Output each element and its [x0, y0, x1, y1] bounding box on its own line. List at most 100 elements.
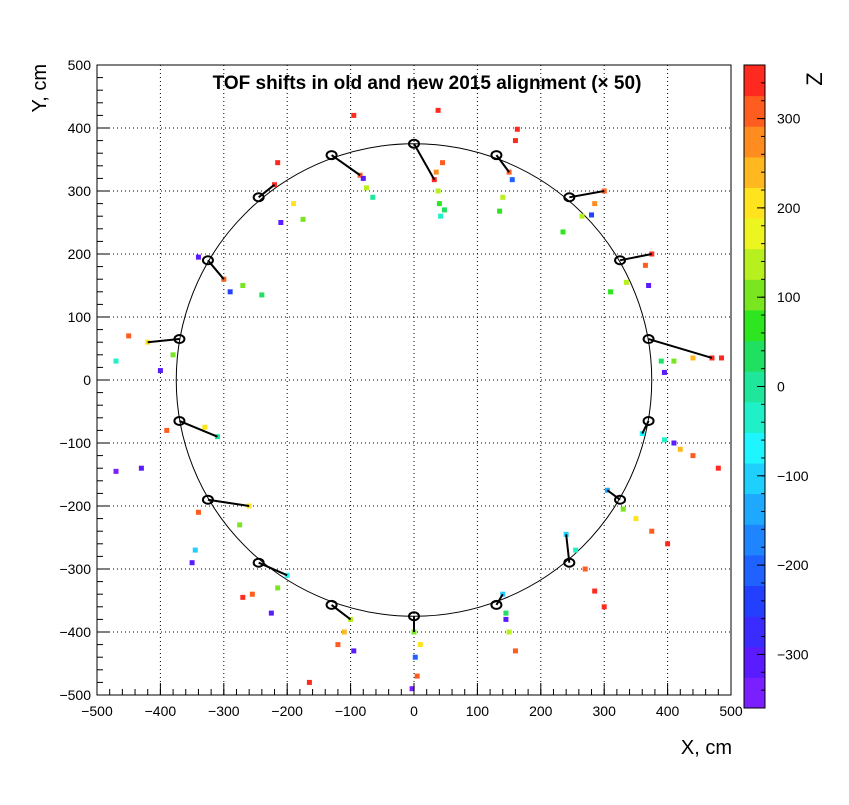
- data-point: [113, 358, 119, 364]
- module-position-marker: [614, 255, 627, 266]
- y-tick-label: 200: [68, 246, 92, 262]
- data-point: [506, 629, 512, 635]
- tof-module: [189, 494, 252, 566]
- y-tick-label: −400: [59, 624, 91, 640]
- data-point: [661, 437, 667, 443]
- y-tick-label: 300: [68, 183, 92, 199]
- data-point: [138, 465, 144, 471]
- data-point: [291, 201, 297, 207]
- data-point: [227, 289, 233, 295]
- x-tick-label: 400: [656, 703, 680, 719]
- x-tick-label: 300: [593, 703, 617, 719]
- tof-module: [306, 599, 357, 685]
- colorbar-segment: [744, 340, 765, 372]
- data-point: [500, 194, 506, 200]
- data-point: [259, 292, 265, 298]
- colorbar-segment: [744, 401, 765, 433]
- x-tick-label: −400: [145, 703, 177, 719]
- module-position-marker: [173, 415, 186, 426]
- data-point: [592, 588, 598, 594]
- tof-module: [639, 415, 721, 471]
- module-position-marker: [252, 557, 265, 568]
- data-point: [189, 560, 195, 566]
- colorbar-segment: [744, 524, 765, 556]
- data-point: [113, 468, 119, 474]
- y-tick-label: 100: [68, 309, 92, 325]
- module-shift-line: [179, 420, 218, 438]
- x-axis-title: X, cm: [681, 737, 732, 759]
- data-point: [671, 440, 677, 446]
- data-point: [126, 333, 132, 339]
- y-tick-label: 0: [83, 372, 91, 388]
- tof-module: [490, 126, 520, 214]
- data-point: [433, 169, 439, 175]
- z-tick-label: 300: [777, 111, 801, 127]
- data-point: [170, 352, 176, 358]
- data-point: [608, 289, 614, 295]
- colorbar-segment: [744, 646, 765, 678]
- data-point: [633, 516, 639, 522]
- data-point: [642, 262, 648, 268]
- z-colorbar: −300 −200 −100 0 100 200 300: [743, 64, 809, 709]
- y-tick-label: −200: [59, 498, 91, 514]
- module-position-marker: [563, 192, 576, 203]
- module-position-marker: [642, 415, 655, 426]
- y-tick-label: 400: [68, 120, 92, 136]
- data-point: [341, 629, 347, 635]
- module-position-marker: [252, 192, 265, 203]
- data-point: [514, 126, 520, 132]
- data-point: [649, 528, 655, 534]
- data-point: [202, 424, 208, 430]
- data-point: [275, 585, 281, 591]
- module-position-marker: [490, 150, 503, 161]
- data-point: [268, 610, 274, 616]
- x-tick-label: 500: [719, 703, 743, 719]
- data-point: [503, 616, 509, 622]
- colorbar-segment: [744, 463, 765, 495]
- z-axis-title: Z: [802, 72, 827, 85]
- axes: −500 −400 −300 −200 −100 0 100 200 300 400 500 −500…: [59, 57, 742, 719]
- data-point: [360, 175, 366, 181]
- y-tick-label: 500: [68, 57, 92, 73]
- tof-module: [642, 334, 724, 375]
- data-point: [164, 427, 170, 433]
- data-point: [441, 207, 447, 213]
- data-point: [440, 160, 446, 166]
- colorbar-segment: [744, 156, 765, 188]
- data-point: [237, 522, 243, 528]
- data-point: [240, 283, 246, 288]
- data-point: [351, 648, 357, 654]
- data-point: [665, 541, 671, 547]
- z-tick-label: 100: [777, 289, 801, 305]
- module-position-marker: [173, 334, 186, 345]
- x-tick-label: −100: [335, 703, 367, 719]
- data-point: [306, 679, 312, 685]
- colorbar-segment: [744, 65, 765, 97]
- module-position-marker: [325, 599, 338, 610]
- data-point: [275, 160, 281, 166]
- module-position-marker: [325, 150, 338, 161]
- module-position-marker: [642, 334, 655, 345]
- module-position-marker: [201, 494, 214, 505]
- tof-module: [604, 487, 671, 547]
- data-point: [412, 654, 418, 660]
- scatter-points: [113, 107, 724, 692]
- chart-title: TOF shifts in old and new 2015 alignment…: [213, 73, 642, 94]
- module-shift-line: [331, 154, 361, 177]
- data-point: [363, 185, 369, 191]
- z-tick-label: 0: [777, 379, 785, 395]
- data-point: [435, 107, 441, 113]
- colorbar-segment: [744, 309, 765, 342]
- data-point: [409, 686, 415, 692]
- colorbar-segment: [744, 126, 765, 158]
- y-tick-label: −300: [59, 561, 91, 577]
- tof-module: [408, 107, 447, 219]
- module-position-marker: [490, 599, 503, 610]
- z-tick-label: −100: [777, 468, 809, 484]
- data-point: [690, 355, 696, 361]
- module-shift-line: [641, 420, 650, 434]
- module-shift-line: [606, 489, 621, 501]
- z-tick-label: 200: [777, 200, 801, 216]
